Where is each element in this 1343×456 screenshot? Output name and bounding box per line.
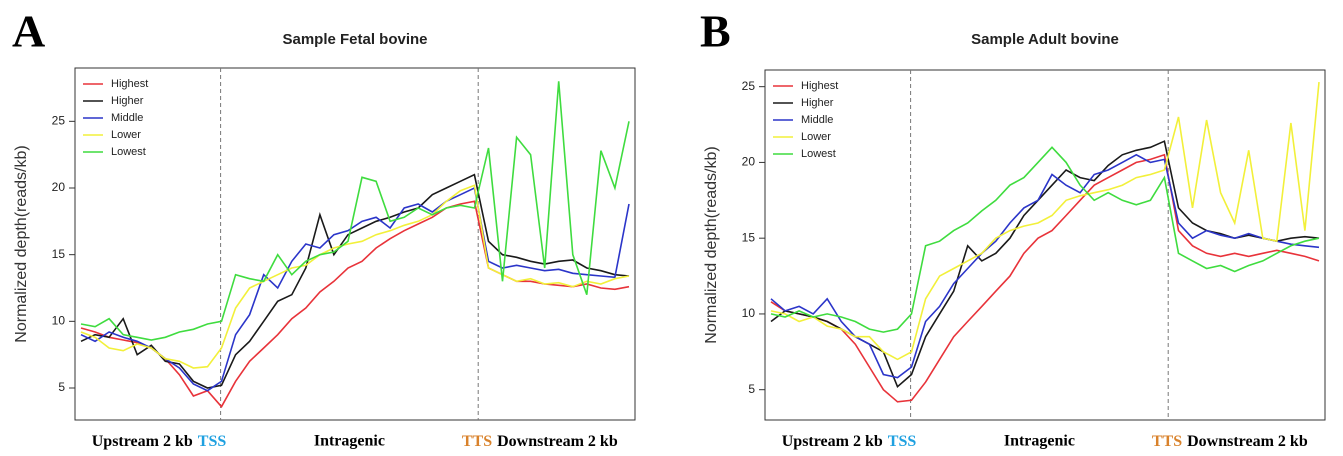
series-line [770,153,1320,379]
tss-label: TSS [198,433,227,450]
y-tick-label: 5 [748,382,755,396]
y-tick-label: 20 [52,180,66,194]
tss-label: TSS [888,433,917,450]
chart-title: Sample Fetal bovine [282,31,427,48]
legend-label: Lowest [801,148,836,160]
series-line [80,186,630,392]
chart-title: Sample Adult bovine [971,31,1119,48]
y-tick-label: 25 [52,114,66,128]
y-tick-label: 15 [742,230,756,244]
legend-label: Lower [801,131,831,143]
panel-label: B [700,6,731,57]
x-region-label: TTS Downstream 2 kb [462,433,618,450]
legend-label: Lower [111,129,141,141]
legend-label: Higher [801,97,834,109]
legend-label: Middle [111,112,143,124]
plot-frame [74,67,636,421]
plot-frame [764,69,1326,421]
y-axis-label: Normalized depth(reads/kb) [703,146,720,343]
chart-panel: A Sample Fetal bovine Normalized depth(rea… [12,6,636,450]
upstream-label: Upstream 2 kb [782,433,883,450]
legend-label: Higher [111,95,144,107]
legend-label: Highest [111,78,148,90]
x-region-label: Intragenic [314,433,385,450]
series-line [770,140,1320,389]
y-tick-label: 15 [52,247,66,261]
legend-label: Highest [801,80,838,92]
y-tick-label: 20 [742,155,756,169]
series-line [80,81,630,341]
x-region-label: TTS Downstream 2 kb [1152,433,1308,450]
y-tick-label: 25 [742,79,756,93]
legend-label: Lowest [111,146,146,158]
x-region-label: Intragenic [1004,433,1075,450]
y-axis-label: Normalized depth(reads/kb) [13,145,30,342]
series-line [80,184,630,369]
upstream-label: Upstream 2 kb [92,433,193,450]
chart-panel: B Sample Adult bovine Normalized depth(rea… [700,6,1326,450]
y-tick-label: 10 [742,306,756,320]
x-region-label: Upstream 2 kb TSS [92,433,227,450]
y-tick-label: 10 [52,314,66,328]
x-region-label: Upstream 2 kb TSS [782,433,917,450]
series-line [770,153,1320,403]
series-line [770,82,1320,361]
tts-label: TTS [1152,433,1182,450]
legend-label: Middle [801,114,833,126]
y-tick-label: 5 [58,380,65,394]
tts-label: TTS [462,433,492,450]
downstream-label: Downstream 2 kb [1187,433,1308,450]
series-line [80,200,630,409]
downstream-label: Downstream 2 kb [497,433,618,450]
series-line [770,146,1320,333]
panel-label: A [12,6,45,57]
